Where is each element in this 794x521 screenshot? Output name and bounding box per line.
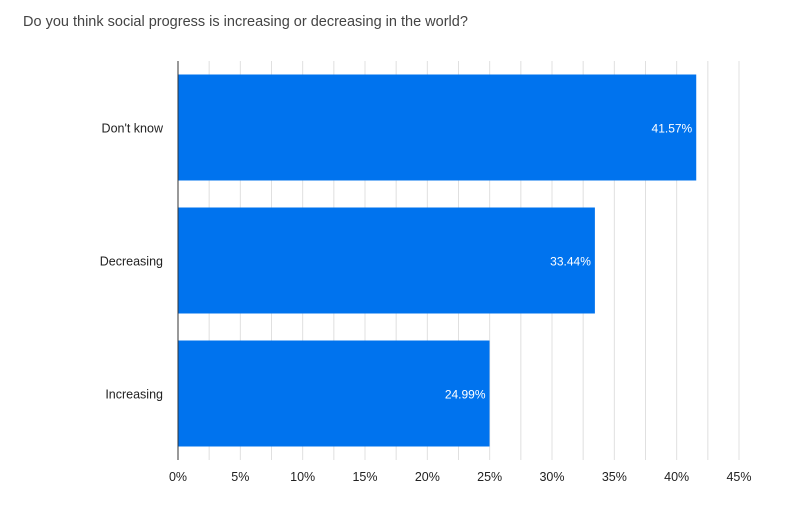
category-label: Increasing: [105, 388, 163, 402]
category-label: Decreasing: [100, 255, 163, 269]
bar: [178, 340, 490, 447]
data-label: 41.57%: [652, 122, 693, 136]
x-tick-label: 15%: [352, 470, 377, 484]
x-tick-label: 10%: [290, 470, 315, 484]
x-tick-label: 35%: [602, 470, 627, 484]
x-tick-label: 0%: [169, 470, 187, 484]
data-label: 24.99%: [445, 388, 486, 402]
category-label: Don't know: [102, 122, 164, 136]
x-tick-label: 40%: [664, 470, 689, 484]
data-label: 33.44%: [550, 255, 591, 269]
bar: [178, 207, 595, 314]
x-tick-label: 25%: [477, 470, 502, 484]
x-tick-label: 30%: [539, 470, 564, 484]
x-tick-label: 5%: [231, 470, 249, 484]
x-tick-label: 45%: [726, 470, 751, 484]
chart-title: Do you think social progress is increasi…: [23, 14, 468, 30]
bar: [178, 74, 697, 181]
x-tick-label: 20%: [415, 470, 440, 484]
